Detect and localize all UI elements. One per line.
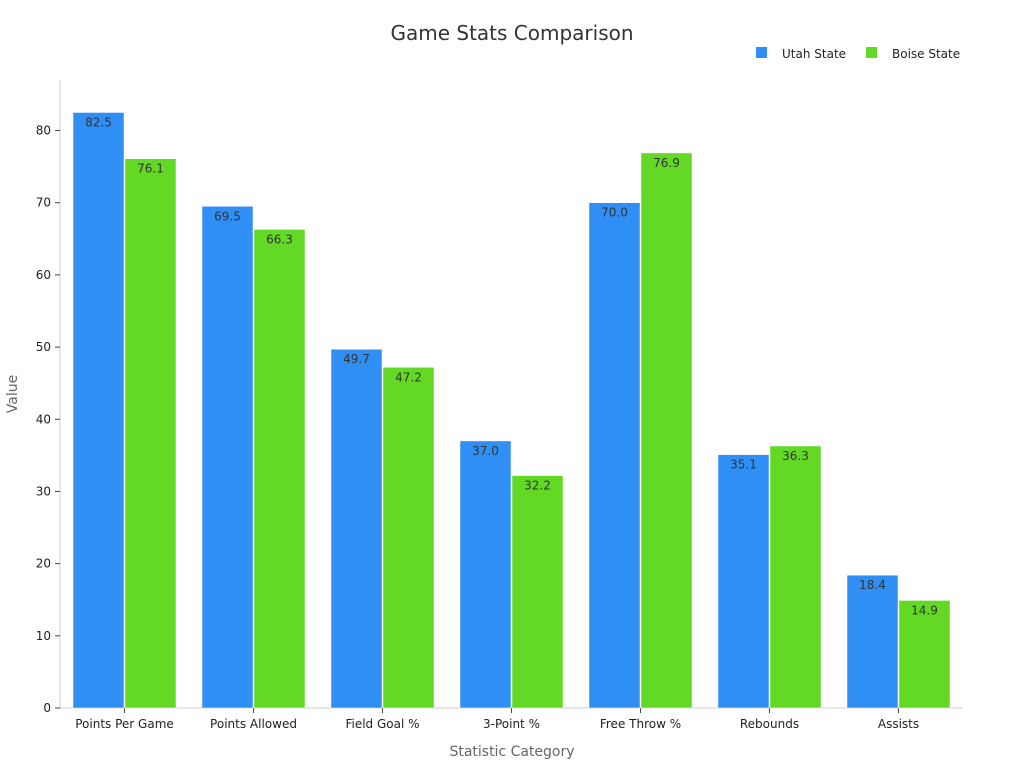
y-axis-title: Value xyxy=(5,375,21,413)
legend-item-boise-state: Boise State xyxy=(866,47,960,61)
x-tick-label: Field Goal % xyxy=(345,717,419,731)
legend-swatch-utah-state xyxy=(756,47,767,58)
bar xyxy=(124,158,177,709)
bar-value-label: 18.4 xyxy=(859,578,886,592)
chart-title: Game Stats Comparison xyxy=(390,21,633,45)
x-tick-label: Free Throw % xyxy=(600,717,681,731)
bar-value-label: 32.2 xyxy=(524,479,551,493)
y-tick-label: 60 xyxy=(36,268,51,282)
bar xyxy=(330,348,383,709)
bar-value-label: 35.1 xyxy=(730,458,757,472)
bar-value-label: 37.0 xyxy=(472,444,499,458)
x-tick-label: Points Per Game xyxy=(75,717,174,731)
y-tick-label: 40 xyxy=(36,412,51,426)
bar-value-label: 76.9 xyxy=(653,156,680,170)
bar xyxy=(898,600,951,709)
bar xyxy=(846,574,899,709)
y-tick-label: 70 xyxy=(36,196,51,210)
y-tick-label: 50 xyxy=(36,340,51,354)
bar-labels: 82.5 76.1 69.5 66.3 49.7 47.2 37.0 32.2 70.0 76.9… xyxy=(85,115,938,617)
bar xyxy=(640,152,693,709)
legend-swatch-boise-state xyxy=(866,47,877,58)
bar xyxy=(511,475,564,709)
y-tick-label: 30 xyxy=(36,484,51,498)
bar-value-label: 47.2 xyxy=(395,370,422,384)
x-tick-label: 3-Point % xyxy=(483,717,540,731)
bar xyxy=(588,202,641,709)
bar-value-label: 66.3 xyxy=(266,232,293,246)
bar-value-label: 14.9 xyxy=(911,603,938,617)
bar-value-label: 69.5 xyxy=(214,209,241,223)
bar xyxy=(382,367,435,709)
bar xyxy=(459,440,512,709)
y-tick-label: 10 xyxy=(36,629,51,643)
bar xyxy=(253,229,306,709)
legend-label-boise-state: Boise State xyxy=(892,47,960,61)
bar-value-label: 70.0 xyxy=(601,206,628,220)
bars xyxy=(72,112,951,709)
bar xyxy=(717,454,770,709)
y-axis: 0 10 20 30 40 50 60 70 80 xyxy=(36,80,61,715)
bar-value-label: 82.5 xyxy=(85,115,112,129)
bar xyxy=(769,445,822,709)
legend: Utah State Boise State xyxy=(756,47,960,61)
bar-value-label: 49.7 xyxy=(343,352,370,366)
bar xyxy=(72,112,125,709)
x-tick-label: Points Allowed xyxy=(210,717,297,731)
y-tick-label: 20 xyxy=(36,557,51,571)
bar-value-label: 36.3 xyxy=(782,449,809,463)
y-tick-label: 80 xyxy=(36,124,51,138)
legend-item-utah-state: Utah State xyxy=(756,47,846,61)
x-tick-label: Rebounds xyxy=(740,717,799,731)
bar-value-label: 76.1 xyxy=(137,162,164,176)
x-axis: Points Per Game Points Allowed Field Goal … xyxy=(60,707,963,731)
y-tick-label: 0 xyxy=(43,701,51,715)
x-tick-label: Assists xyxy=(878,717,919,731)
legend-label-utah-state: Utah State xyxy=(782,47,846,61)
x-axis-title: Statistic Category xyxy=(449,744,574,760)
bar xyxy=(201,206,254,709)
